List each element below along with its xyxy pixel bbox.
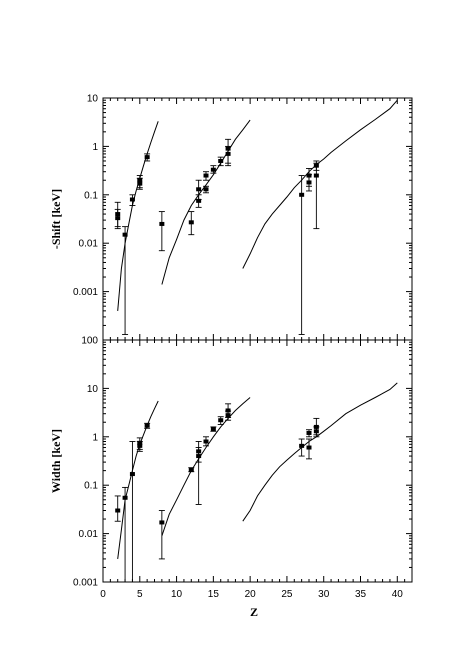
shift-ytick-label: 1 (92, 142, 98, 153)
width-xtick-label: 0 (100, 589, 106, 600)
width-panel-ticks (102, 339, 412, 583)
shift-data-point (218, 158, 224, 163)
width-data-point (210, 426, 216, 431)
shift-data-point (210, 167, 216, 172)
shift-y-axis-label: -Shift [keV] (49, 189, 63, 249)
shift-panel-ticks (102, 97, 412, 341)
shift-panel-points (114, 138, 320, 335)
shift-panel-tick-labels: 10 1 0.1 0.01 0.001 (73, 94, 98, 299)
width-y-axis-label: Width [keV] (49, 429, 63, 493)
width-panel-frame (102, 339, 413, 583)
width-data-point (196, 454, 202, 459)
width-xtick-label: 30 (318, 589, 330, 600)
shift-data-point (188, 220, 194, 225)
shift-data-point (129, 197, 135, 202)
shift-data-point (203, 173, 209, 178)
width-data-point (225, 408, 231, 413)
shift-ytick-label: 0.001 (73, 287, 98, 298)
width-data-point (313, 429, 319, 434)
x-axis-label: Z (250, 605, 258, 619)
width-panel-curves (117, 382, 398, 559)
width-ytick-label: 0.001 (73, 578, 98, 589)
shift-ytick-label: 10 (87, 94, 99, 105)
width-data-point (129, 472, 135, 477)
width-xtick-label: 20 (245, 589, 257, 600)
shift-data-point (225, 151, 231, 156)
shift-data-point (115, 216, 121, 221)
shift-data-point (196, 187, 202, 192)
shift-data-point (144, 155, 150, 160)
width-data-point (203, 439, 209, 444)
width-data-point (299, 443, 305, 448)
shift-panel-curves (117, 99, 398, 311)
shift-data-point (196, 198, 202, 203)
width-data-point (159, 520, 165, 525)
width-theory-curve-3 (242, 382, 398, 522)
width-panel-points (114, 403, 320, 582)
width-data-point (137, 443, 143, 448)
shift-data-point (306, 180, 312, 185)
width-data-point (218, 418, 224, 423)
width-data-point (306, 445, 312, 450)
width-data-point (188, 467, 194, 472)
shift-ytick-label: 0.01 (79, 239, 99, 250)
width-data-point (144, 423, 150, 428)
width-theory-curve-1 (117, 400, 159, 559)
width-theory-curve-2 (161, 397, 251, 536)
shift-theory-curve-1 (117, 121, 159, 311)
width-ytick-label: 0.01 (79, 529, 99, 540)
width-ytick-label: 10 (87, 384, 99, 395)
width-xtick-label: 40 (392, 589, 404, 600)
width-xtick-label: 15 (208, 589, 220, 600)
shift-data-point (122, 232, 128, 237)
width-ytick-label: 0.1 (84, 481, 98, 492)
width-xtick-label: 5 (137, 589, 143, 600)
width-data-point (122, 495, 128, 500)
width-data-point (115, 508, 121, 513)
width-data-point (225, 413, 231, 418)
width-ytick-label: 1 (92, 432, 98, 443)
shift-data-point (299, 192, 305, 197)
shift-data-point (313, 173, 319, 178)
shift-data-point (159, 221, 165, 226)
width-xtick-label: 10 (171, 589, 183, 600)
width-ytick-label: 100 (81, 336, 98, 347)
shift-panel: 10 1 0.1 0.01 0.001 -Shift [keV] (49, 94, 413, 341)
width-xtick-label: 25 (281, 589, 293, 600)
width-data-point (306, 430, 312, 435)
shift-theory-curve-3 (242, 99, 398, 269)
width-xtick-label: 35 (355, 589, 367, 600)
shift-panel-frame (102, 97, 413, 341)
shift-ytick-label: 0.1 (84, 190, 98, 201)
shift-theory-curve-2 (161, 119, 251, 285)
shift-data-point (203, 187, 209, 192)
shift-data-point (137, 181, 143, 186)
